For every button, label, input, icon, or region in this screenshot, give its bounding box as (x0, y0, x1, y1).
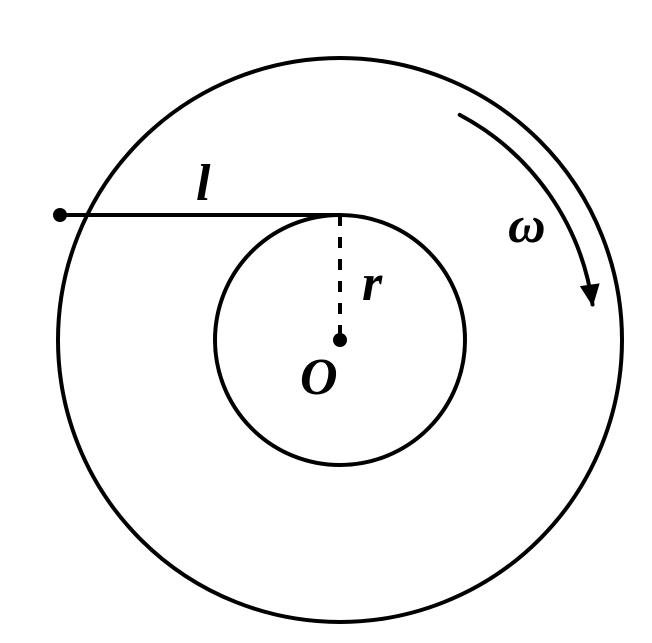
label-O: O (300, 349, 338, 406)
label-omega: ω (508, 197, 546, 254)
label-l: l (196, 155, 211, 212)
label-r: r (362, 255, 383, 312)
end-dot (53, 208, 67, 222)
center-dot (333, 333, 347, 347)
rotation-arrow-head (580, 283, 600, 306)
